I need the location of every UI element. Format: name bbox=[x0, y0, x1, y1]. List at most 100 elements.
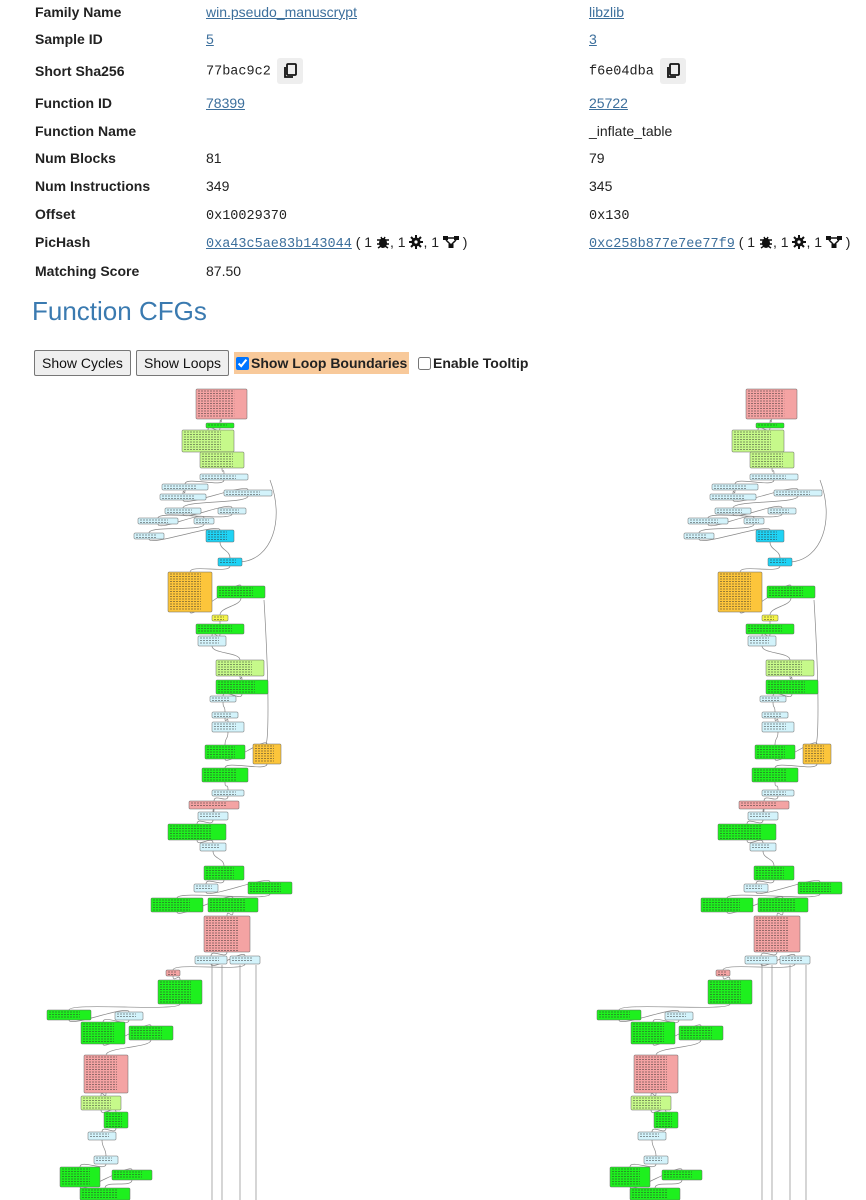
cfg-edge bbox=[774, 731, 779, 746]
cfg-node bbox=[159, 493, 207, 501]
loop-boundaries-checkbox[interactable]: Show Loop Boundaries bbox=[234, 352, 410, 374]
pichash-icon bbox=[439, 234, 459, 250]
row-value: 77bac9c2 bbox=[206, 58, 303, 84]
cfg-node bbox=[193, 517, 215, 525]
value-link[interactable]: 3 bbox=[589, 31, 597, 47]
cfg-edge bbox=[221, 467, 225, 475]
cfg-edge bbox=[813, 599, 819, 745]
row-value: libzlib bbox=[589, 2, 624, 22]
cfg-edge bbox=[732, 488, 799, 502]
cfg-edge bbox=[176, 893, 271, 899]
row-value: win.pseudo_manuscrypt bbox=[206, 2, 357, 22]
cfg-edge bbox=[196, 839, 214, 844]
cfg-node bbox=[643, 1155, 669, 1165]
cfg-node bbox=[211, 711, 239, 719]
cfg-edge bbox=[148, 523, 205, 534]
cfg-edge bbox=[224, 731, 229, 746]
row-value: 0xa43c5ae83b143044 ( 1 , 1 , 1 ) bbox=[206, 234, 468, 252]
cfg-node bbox=[215, 659, 265, 677]
cfg-edge bbox=[68, 1010, 130, 1022]
cfg-edge bbox=[618, 1003, 731, 1011]
cfg-edge bbox=[219, 418, 222, 424]
show-loops-button[interactable]: Show Loops bbox=[136, 350, 230, 376]
cfg-node bbox=[211, 721, 245, 733]
row-label: Matching Score bbox=[35, 263, 140, 279]
cfg-edge bbox=[212, 808, 215, 813]
cfg-edge bbox=[654, 1179, 683, 1189]
pichash-link[interactable]: 0xa43c5ae83b143044 bbox=[206, 237, 352, 252]
cfg-edge bbox=[212, 850, 225, 867]
cfg-node bbox=[687, 517, 729, 525]
cfg-edge bbox=[772, 701, 776, 713]
value-link[interactable]: win.pseudo_manuscrypt bbox=[206, 4, 357, 20]
cfg-node bbox=[745, 388, 798, 420]
copy-button[interactable] bbox=[659, 58, 686, 84]
row-value: 0xc258b877e7ee77f9 ( 1 , 1 , 1 ) bbox=[589, 234, 851, 252]
row-label: Family Name bbox=[35, 4, 122, 20]
cfg-edge bbox=[205, 880, 271, 894]
copy-button[interactable] bbox=[276, 58, 303, 84]
text-value: 81 bbox=[206, 150, 222, 166]
cfg-edge bbox=[102, 1019, 130, 1023]
pichash-link[interactable]: 0xc258b877e7ee77f9 bbox=[589, 237, 735, 252]
cfg-edge bbox=[746, 839, 764, 844]
cfg-node bbox=[773, 489, 823, 497]
cfg-node bbox=[779, 955, 811, 965]
checkbox[interactable] bbox=[236, 357, 249, 370]
cfg-node bbox=[633, 1054, 679, 1094]
row-value: 87.50 bbox=[206, 261, 241, 281]
row-value: 78399 bbox=[206, 93, 245, 113]
value-link[interactable]: 78399 bbox=[206, 95, 245, 111]
cfg-edge bbox=[101, 1139, 107, 1157]
cfg-node bbox=[209, 695, 237, 703]
cfg-node bbox=[137, 517, 179, 525]
cfg-node bbox=[199, 473, 249, 481]
cfg-node bbox=[188, 800, 240, 810]
cfg-node bbox=[761, 789, 795, 797]
cfg-edge bbox=[172, 975, 181, 981]
sha-value: 77bac9c2 bbox=[206, 64, 271, 80]
text-value: 87.50 bbox=[206, 263, 242, 279]
cfg-node bbox=[715, 969, 731, 977]
cfg-edge bbox=[211, 633, 221, 637]
cfg-node bbox=[195, 623, 245, 635]
checkbox[interactable] bbox=[418, 357, 431, 370]
cfg-edge bbox=[629, 1163, 657, 1168]
cfg-edge bbox=[774, 781, 779, 791]
cfg-edge bbox=[239, 675, 243, 681]
row-label: Sample ID bbox=[35, 31, 103, 47]
cfg-node bbox=[46, 1009, 92, 1021]
cfg-edge bbox=[722, 975, 731, 981]
cfg-node bbox=[211, 789, 245, 797]
value-link[interactable]: libzlib bbox=[589, 4, 625, 20]
cfg-node bbox=[759, 695, 787, 703]
cfg-edge bbox=[755, 879, 775, 885]
pichash-count: 1 bbox=[397, 234, 406, 250]
show-cycles-button[interactable]: Show Cycles bbox=[34, 350, 131, 376]
cfg-edge bbox=[224, 781, 229, 791]
tooltip-checkbox[interactable]: Enable Tooltip bbox=[416, 352, 528, 374]
pichash-icon bbox=[372, 234, 390, 250]
cfg-node bbox=[193, 883, 219, 893]
value-link[interactable]: 5 bbox=[206, 31, 214, 47]
checkbox-label: Enable Tooltip bbox=[433, 355, 529, 371]
cfg-node bbox=[79, 1187, 131, 1200]
cfg-node bbox=[749, 451, 795, 469]
pichash-count: 1 bbox=[431, 234, 440, 250]
cfg-node bbox=[114, 1011, 144, 1021]
cfg-node bbox=[802, 743, 832, 765]
cfg-edge bbox=[726, 893, 821, 899]
cfg-node bbox=[747, 811, 779, 821]
cfg-node bbox=[229, 955, 261, 965]
value-link[interactable]: 25722 bbox=[589, 95, 628, 111]
row-label: Offset bbox=[35, 206, 76, 222]
cfg-edge bbox=[219, 541, 231, 559]
cfg-edge bbox=[207, 427, 221, 431]
cfg-node bbox=[731, 429, 785, 453]
cfg-node bbox=[717, 823, 777, 841]
offset-value: 0x130 bbox=[589, 209, 630, 224]
cfg-edge bbox=[224, 742, 268, 761]
cfg-node bbox=[203, 915, 251, 953]
row-value: 3 bbox=[589, 29, 597, 49]
cfg-edge bbox=[732, 495, 799, 509]
